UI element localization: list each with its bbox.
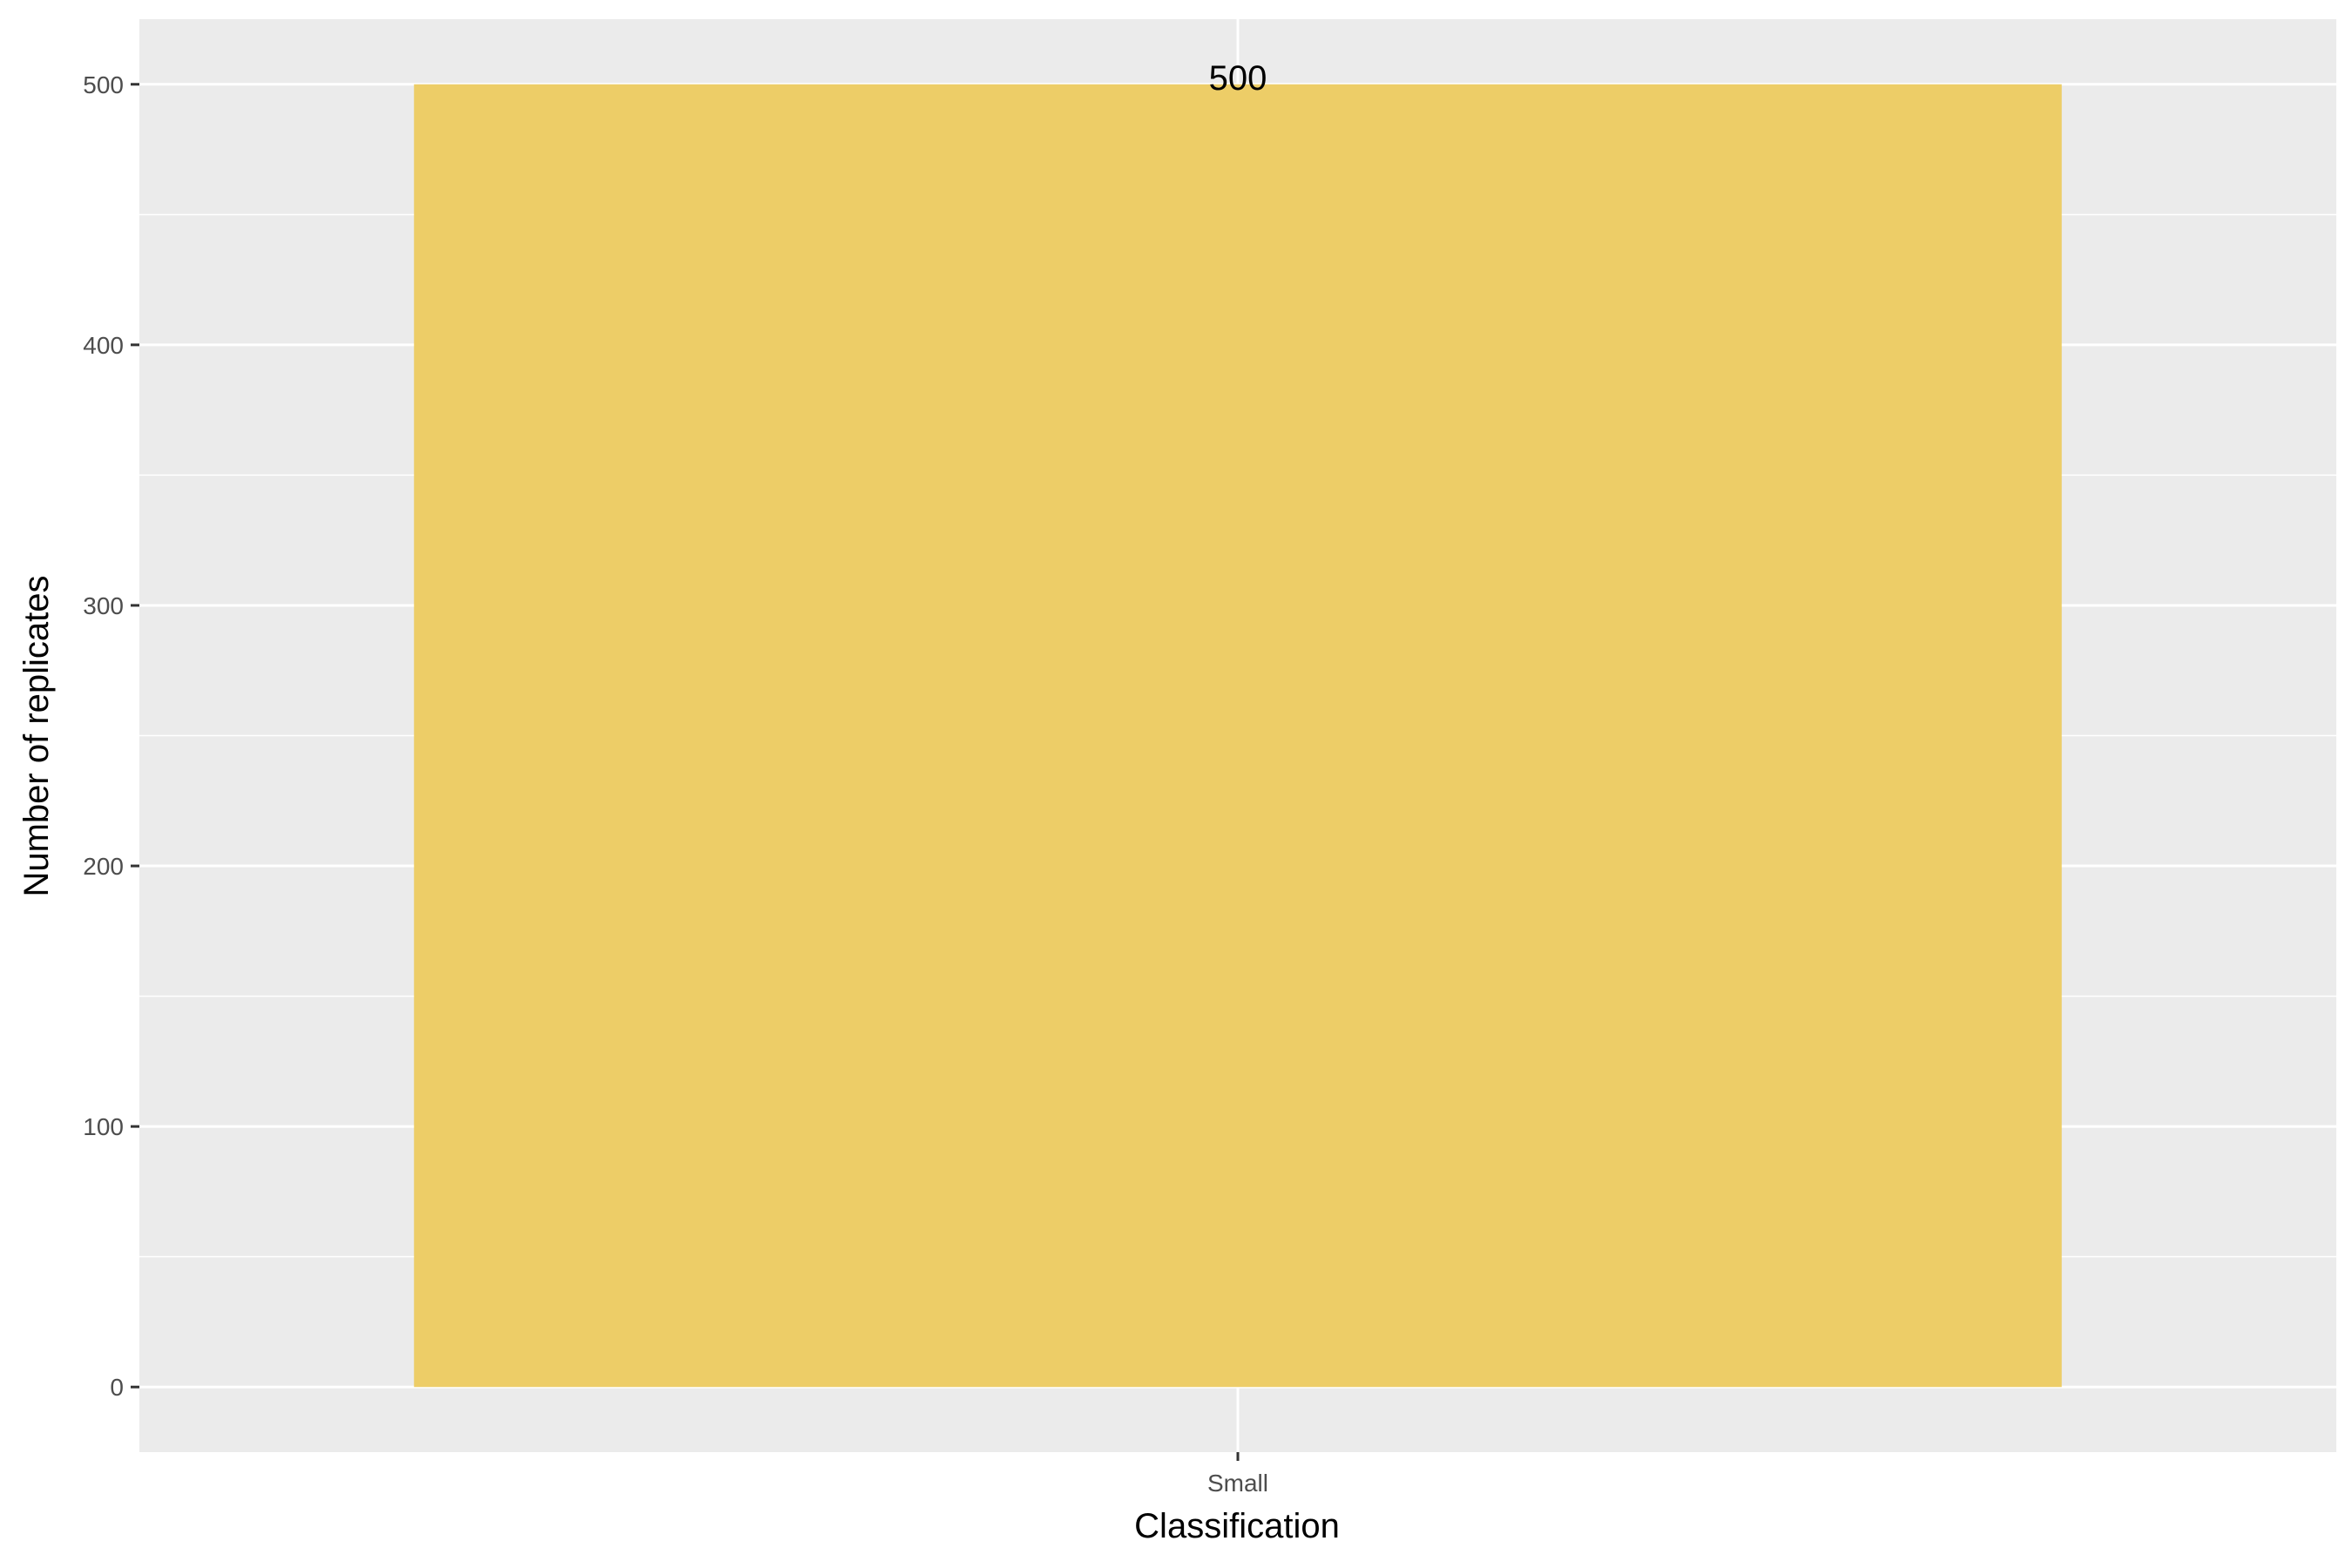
bar-value-label: 500	[1209, 59, 1267, 98]
y-tick-label: 500	[83, 71, 124, 98]
data-labels: 500	[1209, 59, 1267, 98]
y-tick-label: 0	[110, 1374, 124, 1401]
x-axis: Small	[1207, 1452, 1268, 1497]
bar	[414, 84, 2062, 1388]
y-tick-label: 200	[83, 853, 124, 880]
bars	[414, 84, 2062, 1388]
y-axis: 0 100 200 300 400 500	[83, 71, 139, 1401]
y-tick-label: 100	[83, 1113, 124, 1140]
x-tick-label: Small	[1207, 1470, 1268, 1497]
x-axis-title: Classification	[1134, 1507, 1340, 1545]
y-tick-label: 300	[83, 592, 124, 619]
y-axis-title: Number of replicates	[17, 575, 56, 896]
y-tick-label: 400	[83, 332, 124, 359]
